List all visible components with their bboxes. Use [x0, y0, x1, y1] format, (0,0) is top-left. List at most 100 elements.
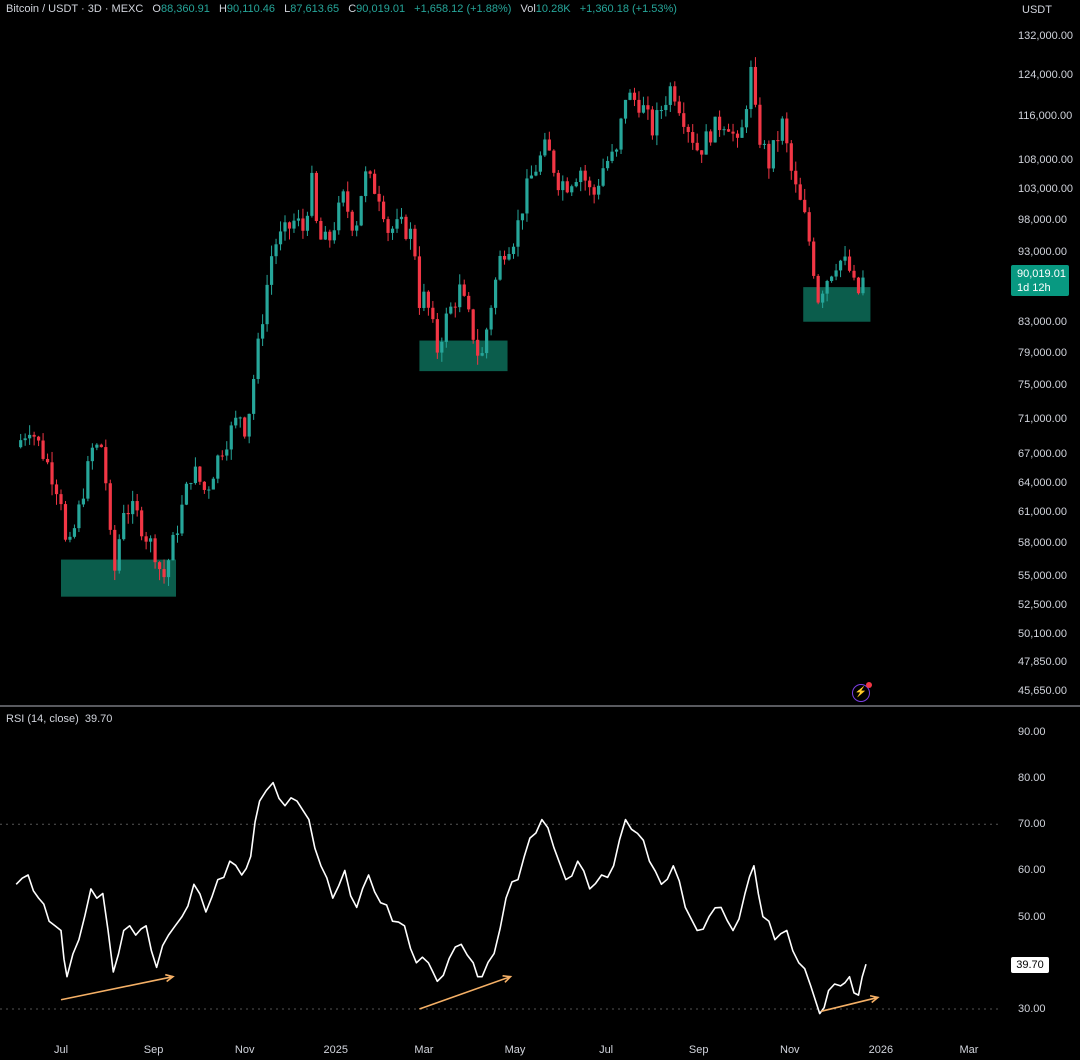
candle-up: [72, 528, 77, 537]
candle-up: [597, 185, 601, 195]
candle-down: [135, 501, 139, 511]
candle-down: [682, 113, 686, 127]
candle-down: [467, 295, 471, 310]
candle-up: [283, 222, 287, 232]
candle-up: [861, 277, 865, 294]
time-tick-label: Jul: [599, 1044, 614, 1056]
candle-up: [68, 536, 72, 540]
price-tick-label: 64,000.00: [1018, 476, 1067, 489]
candle-up: [534, 171, 538, 176]
candle-up: [610, 151, 614, 161]
candle-up: [292, 220, 296, 229]
candle-down: [426, 291, 430, 308]
candle-down: [202, 481, 206, 490]
candle-down: [785, 118, 789, 144]
candle-up: [90, 447, 94, 462]
candle-up: [834, 270, 838, 277]
candle-up: [225, 449, 229, 456]
price-tick-label: 61,000.00: [1018, 506, 1067, 519]
last-price-tag: 90,019.01 1d 12h: [1011, 265, 1069, 296]
candle-up: [95, 444, 99, 448]
candle-up: [749, 66, 753, 110]
candle-up: [234, 417, 238, 426]
time-tick-label: Mar: [959, 1044, 979, 1056]
candle-up: [269, 256, 274, 285]
divergence-arrowhead: [502, 974, 513, 983]
close-label: C: [348, 3, 357, 15]
lightning-bolt-icon[interactable]: ⚡: [852, 682, 872, 702]
candle-up: [713, 116, 717, 143]
candle-up: [704, 131, 708, 155]
candle-down: [592, 187, 596, 195]
candle-up: [149, 538, 153, 542]
candle-down: [319, 220, 323, 240]
candle-down: [198, 466, 202, 482]
price-tick-label: 67,000.00: [1018, 448, 1067, 461]
candle-down: [350, 211, 354, 231]
candle-down: [852, 270, 856, 278]
candle-up: [740, 127, 744, 138]
candle-up: [265, 284, 269, 325]
candle-down: [144, 536, 148, 542]
candle-down: [417, 256, 422, 308]
time-tick-label: Sep: [688, 1044, 709, 1056]
rsi-tick-label: 30.00: [1018, 1003, 1046, 1015]
rsi-tick-label: 50.00: [1018, 910, 1046, 923]
candle-up: [207, 489, 211, 491]
candle-down: [435, 319, 439, 353]
candle-down: [287, 222, 292, 229]
candle-down: [691, 132, 695, 143]
candle-up: [77, 504, 81, 529]
close-value: 90,019.01: [356, 3, 406, 15]
rsi-line: [15, 781, 867, 1015]
candle-up: [19, 440, 23, 448]
candle-down: [328, 231, 332, 241]
rsi-legend[interactable]: RSI (14, close) 39.70: [6, 713, 112, 725]
candle-up: [296, 218, 301, 221]
candle-down: [650, 109, 654, 136]
candle-up: [601, 168, 605, 186]
candle-down: [404, 216, 408, 239]
time-tick-label: May: [504, 1044, 526, 1056]
candle-up: [422, 291, 426, 308]
price-tick-label: 132,000.00: [1018, 30, 1074, 43]
high-value: 90,110.46: [226, 3, 276, 15]
candle-up: [166, 560, 171, 578]
candle-up: [507, 254, 511, 260]
time-tick-label: 2025: [323, 1044, 349, 1056]
symbol-title[interactable]: Bitcoin / USDT · 3D · MEXC: [6, 3, 144, 15]
candle-up: [81, 498, 86, 505]
notification-dot: [866, 682, 872, 688]
candle-down: [453, 306, 457, 308]
candle-down: [63, 504, 68, 540]
candle-down: [346, 191, 350, 212]
candle-down: [735, 133, 740, 138]
high-label: H: [218, 3, 227, 15]
candle-up: [498, 255, 502, 280]
candle-down: [673, 86, 677, 102]
time-tick-label: Jul: [53, 1044, 69, 1056]
candle-up: [614, 149, 619, 152]
price-tick-label: 55,000.00: [1018, 570, 1067, 583]
rsi-tick-label: 60.00: [1018, 864, 1046, 877]
open-value: 88,360.91: [160, 3, 210, 15]
candle-up: [131, 501, 135, 515]
candle-up: [117, 539, 121, 571]
candle-down: [373, 173, 377, 194]
low-value: 87,613.65: [290, 3, 340, 15]
candle-down: [709, 131, 713, 143]
candle-down: [686, 126, 690, 133]
candle-down: [803, 199, 807, 213]
candle-up: [252, 378, 256, 414]
candle-up: [525, 178, 529, 214]
candle-up: [216, 455, 220, 479]
candle-up: [247, 413, 251, 437]
candle-up: [408, 228, 413, 239]
candle-up: [444, 313, 448, 342]
candle-down: [726, 129, 731, 132]
candle-up: [489, 307, 493, 330]
candle-down: [753, 66, 758, 105]
candle-up: [538, 155, 542, 172]
candle-up: [390, 228, 395, 233]
